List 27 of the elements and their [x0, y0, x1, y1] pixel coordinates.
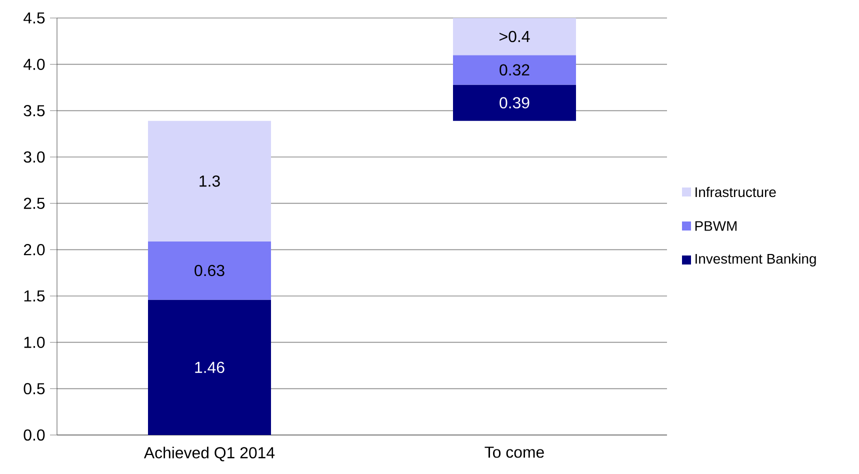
- bar: [148, 120, 271, 242]
- y-tick-label: 1.0: [24, 336, 45, 348]
- bar: [453, 84, 576, 121]
- bar: [453, 55, 576, 85]
- legend-label: Investment Banking: [696, 254, 816, 266]
- bar: [453, 18, 576, 56]
- y-tick-label: 2.0: [24, 244, 45, 256]
- bar: [148, 241, 271, 300]
- data-label: 1.46: [195, 362, 224, 373]
- y-tick-label: 0.0: [24, 429, 45, 441]
- data-label: 0.32: [500, 64, 530, 76]
- bar: [148, 300, 271, 435]
- data-label: 1.3: [200, 175, 220, 187]
- data-label: 0.63: [194, 264, 224, 276]
- x-tick-label: Achieved Q1 2014: [144, 446, 275, 462]
- y-tick-label: 0.5: [24, 383, 45, 394]
- y-tick-label: 2.5: [24, 198, 45, 209]
- data-label: >0.4: [500, 30, 530, 42]
- y-tick-label: 3.5: [24, 105, 45, 116]
- data-label: 0.39: [500, 97, 530, 108]
- legend-label: Infrastructure: [696, 186, 776, 198]
- legend-label: PBWM: [695, 221, 737, 231]
- x-tick-label: To come: [484, 446, 544, 458]
- y-tick-label: 1.5: [24, 290, 45, 302]
- y-tick-label: 3.0: [24, 151, 45, 163]
- y-tick-label: 4.0: [24, 58, 45, 70]
- y-tick-label: 4.5: [24, 12, 45, 24]
